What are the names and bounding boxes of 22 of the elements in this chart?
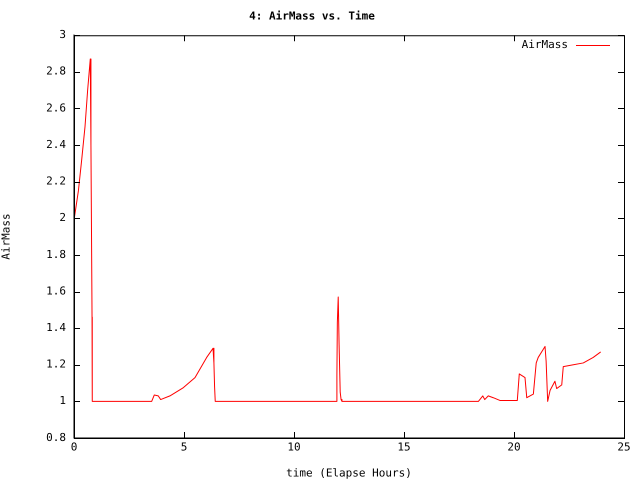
y-tick-label: 1.8 xyxy=(46,248,66,261)
y-tick-label: 2.4 xyxy=(46,138,66,151)
y-tick-label: 1.6 xyxy=(46,284,66,298)
x-tick-label: 0 xyxy=(70,440,78,454)
x-tick-label: 25 xyxy=(617,440,631,454)
y-tick-label: 1.4 xyxy=(46,321,66,334)
x-axis-title: time (Elapse Hours) xyxy=(286,466,412,480)
y-tick-label: 2.2 xyxy=(46,174,66,188)
text: AirMass xyxy=(522,38,568,52)
y-tick-label: 0.8 xyxy=(46,430,66,444)
y-tick-label: 2 xyxy=(59,211,66,224)
y-tick-label: 2.8 xyxy=(46,64,66,78)
y-tick-label: 2.6 xyxy=(46,101,66,114)
x-tick-label: 10 xyxy=(287,440,301,454)
x-tick-label: 15 xyxy=(397,440,411,454)
y-axis-title: AirMass xyxy=(0,213,12,260)
chart-title: 4: AirMass vs. Time xyxy=(249,9,376,22)
x-tick-label: 5 xyxy=(180,440,188,454)
y-tick-label: 3 xyxy=(59,28,66,42)
y-tick-label: 1.2 xyxy=(46,358,66,371)
x-tick-label: 20 xyxy=(507,440,521,454)
y-tick-label: 1 xyxy=(59,394,66,408)
